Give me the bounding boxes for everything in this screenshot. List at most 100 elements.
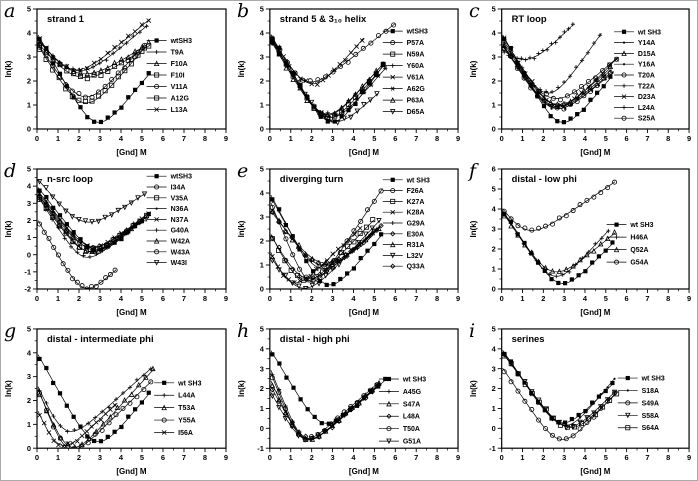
svg-text:6: 6 [625,294,629,303]
chart-distal-intermediate-phi: 0 1 2 3 4 5 6 7 8 9 0 1 2 3 4 5 [Gnd] M ln(k) distal - int… [4,325,228,476]
svg-text:wtSH3: wtSH3 [406,29,428,36]
svg-text:serines: serines [512,333,545,344]
svg-text:9: 9 [224,453,228,462]
svg-text:2: 2 [77,134,81,143]
svg-text:[Gnd] M: [Gnd] M [580,308,610,317]
panel-f: f 0 1 2 3 4 5 6 7 8 9 0 1 2 3 4 5 6 [Gnd] M ln(k) distal - … [466,160,697,321]
svg-text:1: 1 [260,404,264,413]
svg-text:4: 4 [492,344,497,353]
svg-text:5: 5 [492,325,496,334]
svg-text:L44A: L44A [178,393,195,400]
svg-text:8: 8 [435,294,439,303]
panel-letter-f: f [469,160,477,182]
svg-text:2: 2 [77,453,81,462]
svg-text:distal - intermediate phi: distal - intermediate phi [47,334,154,345]
svg-text:D65A: D65A [407,109,425,116]
svg-text:5: 5 [27,5,31,14]
svg-text:RT loop: RT loop [512,14,547,25]
svg-text:L32V: L32V [407,253,424,260]
svg-text:3: 3 [27,372,31,381]
chart-distal-high-phi: 0 1 2 3 4 5 6 7 8 9 -1 0 1 2 3 4 5 [Gnd] M ln(k) distal - h… [237,325,460,476]
svg-text:5: 5 [372,294,376,303]
svg-text:8: 8 [435,134,439,143]
panel-letter-i: i [469,320,476,342]
svg-text:3: 3 [27,199,31,208]
svg-text:L48A: L48A [403,414,420,421]
svg-text:6: 6 [393,134,397,143]
svg-text:I56A: I56A [178,430,193,437]
svg-text:1: 1 [56,294,60,303]
panel-letter-c: c [469,0,480,22]
svg-text:7: 7 [182,134,186,143]
svg-text:T9A: T9A [171,50,184,57]
svg-text:1: 1 [27,101,31,110]
svg-text:Q33A: Q33A [407,264,425,271]
svg-text:0: 0 [492,125,496,134]
svg-text:9: 9 [224,134,228,143]
svg-text:W43I: W43I [171,260,187,267]
svg-text:diverging turn: diverging turn [280,174,344,185]
panel-letter-d: d [4,160,17,182]
svg-text:2: 2 [310,294,314,303]
svg-text:G40A: G40A [171,228,189,235]
svg-text:4: 4 [492,205,497,214]
svg-text:0: 0 [35,134,39,143]
svg-text:2: 2 [260,384,264,393]
svg-text:0: 0 [500,294,504,303]
svg-text:F26A: F26A [407,188,424,195]
svg-text:3: 3 [492,364,496,373]
svg-text:Y16A: Y16A [638,62,655,69]
svg-text:1: 1 [520,134,524,143]
svg-text:S49A: S49A [642,400,659,407]
panel-letter-b: b [237,0,250,22]
svg-text:N37A: N37A [171,217,189,224]
svg-text:2: 2 [77,294,81,303]
svg-text:-2: -2 [24,285,31,294]
svg-text:W42A: W42A [171,239,190,246]
svg-text:1: 1 [289,453,293,462]
svg-text:wt SH3: wt SH3 [641,376,665,383]
svg-text:1: 1 [260,261,264,270]
svg-text:9: 9 [456,294,460,303]
panel-letter-e: e [237,160,249,182]
svg-text:ln(k): ln(k) [237,60,246,77]
svg-text:-1: -1 [24,267,31,276]
svg-text:N36A: N36A [171,206,189,213]
svg-text:ln(k): ln(k) [469,60,478,77]
svg-text:4: 4 [27,29,32,38]
chart-rt-loop: 0 1 2 3 4 5 6 7 8 9 0 1 2 3 4 5 [Gnd] M ln(k) RT loop wt SH… [469,5,691,157]
svg-text:3: 3 [98,294,102,303]
svg-text:1: 1 [27,233,31,242]
svg-text:0: 0 [27,125,31,134]
svg-text:7: 7 [182,294,186,303]
svg-text:4: 4 [492,29,497,38]
svg-text:0: 0 [35,453,39,462]
svg-text:ln(k): ln(k) [4,380,13,397]
svg-text:L24A: L24A [638,105,655,112]
panel-letter-h: h [237,320,250,342]
svg-text:T22A: T22A [638,83,655,90]
svg-text:7: 7 [414,453,418,462]
svg-text:P57A: P57A [407,40,424,47]
svg-text:ln(k): ln(k) [237,220,246,237]
svg-text:1: 1 [27,420,31,429]
svg-text:4: 4 [351,134,356,143]
svg-text:0: 0 [27,250,31,259]
svg-text:7: 7 [645,294,649,303]
svg-text:T53A: T53A [178,405,195,412]
svg-text:I34A: I34A [171,185,186,192]
svg-text:4: 4 [27,182,32,191]
svg-text:[Gnd] M: [Gnd] M [116,308,147,317]
svg-text:8: 8 [666,134,670,143]
svg-text:V61A: V61A [407,75,424,82]
svg-text:6: 6 [393,294,397,303]
svg-text:5: 5 [260,325,264,334]
svg-text:1: 1 [492,265,496,274]
svg-text:0: 0 [500,134,504,143]
svg-text:2: 2 [27,77,31,86]
chart-strand-5-helix: 0 1 2 3 4 5 6 7 8 9 0 1 2 3 4 5 [Gnd] M ln(k) strand 5 & 3… [237,5,460,157]
svg-text:ln(k): ln(k) [469,220,478,237]
svg-text:N59A: N59A [407,52,425,59]
svg-text:6: 6 [492,165,496,174]
svg-text:ln(k): ln(k) [469,380,478,397]
